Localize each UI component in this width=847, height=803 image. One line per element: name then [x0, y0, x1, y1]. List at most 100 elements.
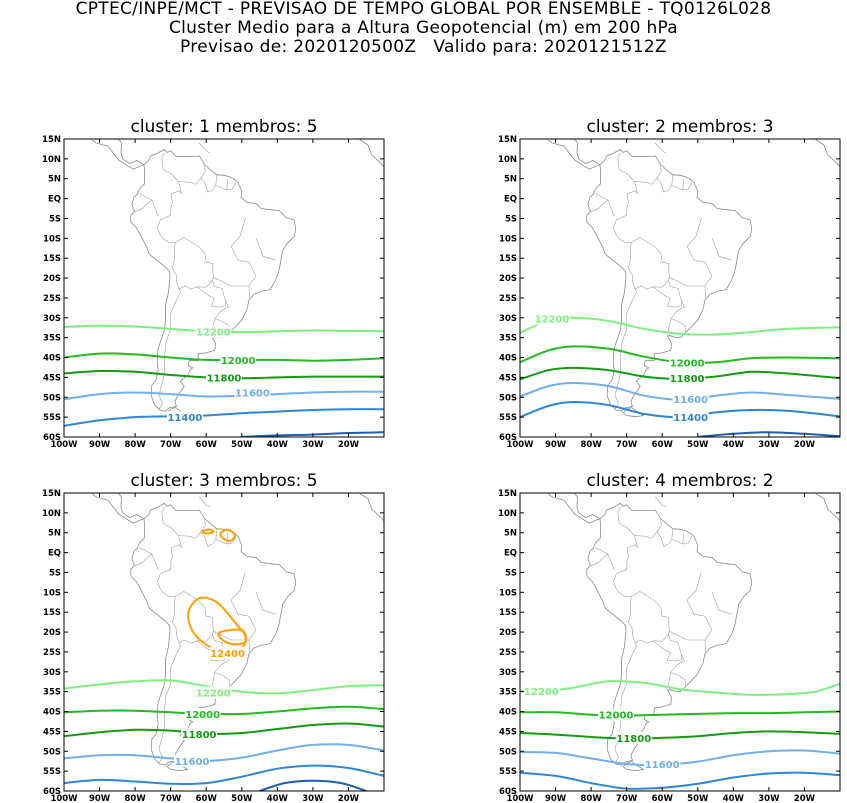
- tierra-del-fuego-coastline: [166, 761, 189, 772]
- country-border: [196, 280, 226, 308]
- contour-11800: [520, 366, 840, 381]
- y-tick-label: 20S: [499, 628, 517, 638]
- y-tick-label: 40S: [499, 354, 517, 364]
- contour-label: 11800: [182, 730, 217, 741]
- country-border: [158, 267, 181, 411]
- country-border: [214, 672, 230, 687]
- country-border: [255, 592, 276, 615]
- y-tick-label: 30S: [43, 314, 61, 324]
- y-tick-label: 10S: [499, 234, 517, 244]
- country-border: [617, 152, 638, 194]
- map-area: 12200 12000 11800 11600 11400: [520, 139, 840, 437]
- x-tick-label: 90W: [545, 794, 567, 803]
- y-tick-label: 5N: [48, 529, 61, 539]
- south-america-coastline: [586, 148, 753, 412]
- x-tick-label: 60W: [652, 440, 674, 450]
- header-subtitle: Cluster Medio para a Altura Geopotencial…: [168, 18, 679, 38]
- country-border: [200, 177, 217, 193]
- x-tick-label: 50W: [231, 440, 253, 450]
- country-border: [634, 518, 662, 539]
- x-tick-label: 80W: [125, 794, 147, 803]
- panel-title: cluster: 1 membros: 5: [130, 117, 317, 137]
- contour-label: 11600: [673, 395, 708, 406]
- contour-11600: [520, 382, 840, 401]
- contour-label-bg: [166, 411, 203, 424]
- contour-label: 11800: [616, 734, 651, 745]
- y-tick-label: 10N: [498, 155, 517, 165]
- country-border: [178, 164, 206, 185]
- country-border: [671, 179, 684, 191]
- y-tick-label: EQ: [48, 195, 61, 205]
- country-border: [226, 536, 237, 545]
- country-border: [682, 536, 693, 545]
- contour-label-bg: [534, 312, 570, 325]
- contour-label: 11800: [670, 374, 705, 385]
- y-tick-label: 35S: [43, 334, 61, 344]
- country-border: [157, 544, 182, 597]
- y-tick-label: 25S: [499, 648, 517, 658]
- country-border: [614, 267, 637, 411]
- y-tick-label: 5S: [49, 568, 61, 578]
- map-area: 12400 12200 12000 11800 11600: [64, 493, 384, 791]
- country-border: [215, 179, 228, 191]
- y-tick-label: 15S: [499, 254, 517, 264]
- country-border: [215, 533, 228, 545]
- island-outline: [198, 496, 210, 508]
- contour-label-bg: [234, 386, 271, 399]
- country-border: [158, 621, 181, 765]
- country-border: [595, 193, 615, 217]
- contour-label-bg: [598, 708, 634, 721]
- central-america-coastline: [548, 139, 601, 170]
- y-tick-label: 5N: [48, 175, 61, 185]
- x-tick-label: 90W: [89, 440, 111, 450]
- contour-12400: [201, 528, 215, 535]
- x-tick-label: 20W: [338, 794, 360, 803]
- contour-12000: [520, 710, 840, 717]
- y-tick-label: 60S: [499, 433, 517, 443]
- x-tick-label: 90W: [89, 794, 111, 803]
- x-tick-label: 60W: [196, 794, 218, 803]
- contour-label-bg: [615, 731, 652, 744]
- country-border: [139, 193, 159, 217]
- figure-header: CPTEC/INPE/MCT - PREVISAO DE TEMPO GLOBA…: [0, 0, 847, 57]
- island-outline: [654, 496, 666, 508]
- contour-label: 12200: [524, 687, 559, 698]
- x-tick-label: 80W: [581, 440, 603, 450]
- x-tick-label: 90W: [545, 440, 567, 450]
- country-border: [671, 174, 674, 186]
- contour-label-bg: [669, 372, 706, 385]
- country-border: [686, 572, 713, 652]
- y-tick-label: 45S: [43, 727, 61, 737]
- x-tick-label: 80W: [125, 440, 147, 450]
- contour-label: 11600: [235, 388, 270, 399]
- x-tick-label: 30W: [302, 440, 324, 450]
- africa-coastline: [814, 493, 840, 522]
- x-tick-label: 30W: [758, 440, 780, 450]
- x-tick-label: 70W: [160, 794, 182, 803]
- country-border: [255, 238, 276, 261]
- y-tick-label: 15S: [499, 608, 517, 618]
- central-america-coastline: [548, 493, 601, 524]
- contour-11800: [520, 730, 840, 740]
- country-border: [670, 672, 686, 687]
- contour-12200: [520, 680, 840, 696]
- country-border: [614, 621, 637, 765]
- x-tick-label: 100W: [506, 794, 534, 803]
- contour-label-bg: [174, 754, 210, 767]
- country-border: [161, 152, 182, 194]
- country-border: [656, 531, 673, 547]
- y-tick-label: 25S: [43, 294, 61, 304]
- y-tick-label: EQ: [48, 549, 61, 559]
- x-tick-label: 20W: [338, 440, 360, 450]
- central-america-coastline: [573, 493, 601, 520]
- contour-label-bg: [669, 356, 706, 369]
- y-tick-label: 15N: [498, 489, 517, 499]
- x-tick-label: 80W: [581, 794, 603, 803]
- contour-label: 12400: [210, 649, 245, 660]
- x-tick-label: 100W: [50, 794, 78, 803]
- central-america-coastline: [117, 139, 145, 166]
- country-border: [595, 547, 615, 571]
- contour-label: 12000: [185, 710, 220, 721]
- contour-12000: [64, 705, 384, 716]
- contour-label-bg: [195, 686, 232, 699]
